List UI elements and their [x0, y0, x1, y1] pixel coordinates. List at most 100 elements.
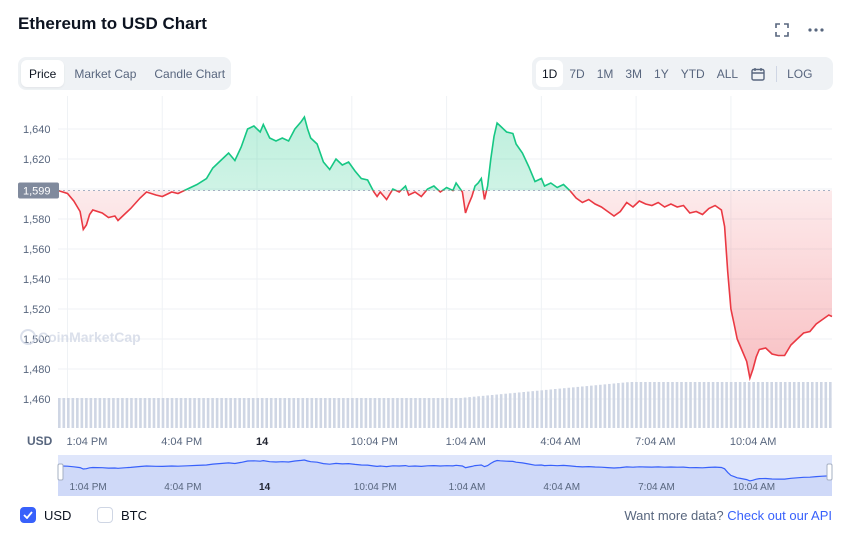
fullscreen-icon[interactable]	[772, 20, 792, 40]
volume-bar	[94, 398, 97, 428]
volume-bar	[346, 398, 350, 428]
volume-bar	[662, 382, 665, 428]
x-tick-label: 10:04 AM	[730, 436, 776, 448]
x-tick-label: 14	[256, 436, 269, 448]
tab-market-cap[interactable]: Market Cap	[74, 66, 137, 81]
volume-bar	[454, 398, 458, 428]
volume-bar	[472, 396, 476, 428]
price-area-up	[58, 117, 832, 191]
volume-bar	[152, 398, 156, 428]
volume-bar	[67, 398, 70, 428]
volume-bar	[418, 398, 422, 428]
navigator-tick-label: 10:04 PM	[354, 482, 397, 493]
volume-bar	[364, 398, 368, 428]
volume-bar	[630, 382, 634, 428]
volume-bar	[576, 386, 580, 428]
volume-bar	[788, 382, 792, 428]
volume-bar	[206, 398, 210, 428]
volume-bar	[229, 398, 232, 428]
volume-bar	[283, 398, 287, 428]
volume-bar	[233, 398, 237, 428]
x-tick-label: 1:04 PM	[66, 436, 107, 448]
volume-bar	[517, 392, 521, 428]
volume-bar	[148, 398, 151, 428]
volume-bar	[360, 398, 363, 428]
volume-bar	[292, 398, 296, 428]
range-all[interactable]: ALL	[716, 66, 739, 81]
y-tick-label: 1,480	[23, 364, 51, 376]
range-1m[interactable]: 1M	[596, 66, 614, 81]
calendar-icon[interactable]	[744, 60, 772, 87]
more-icon[interactable]	[806, 20, 826, 40]
volume-bar	[193, 398, 196, 428]
volume-bar	[698, 382, 701, 428]
volume-bar	[603, 384, 607, 428]
volume-bar	[761, 382, 764, 428]
volume-bar	[477, 396, 480, 428]
volume-bar	[382, 398, 386, 428]
volume-bar	[644, 382, 647, 428]
range-7d[interactable]: 7D	[569, 66, 585, 81]
volume-bar	[680, 382, 683, 428]
btc-checkbox[interactable]	[97, 507, 113, 523]
volume-bar	[76, 398, 79, 428]
navigator-tick-label: 7:04 AM	[638, 482, 675, 493]
log-toggle[interactable]: LOG	[787, 66, 813, 81]
volume-bar	[103, 398, 106, 428]
range-1d[interactable]: 1D	[536, 60, 564, 87]
tab-candle-chart[interactable]: Candle Chart	[154, 66, 226, 81]
volume-bar	[139, 398, 142, 428]
volume-bar	[116, 398, 120, 428]
volume-bar	[725, 382, 728, 428]
volume-bar	[504, 393, 507, 428]
volume-bar	[612, 383, 616, 428]
volume-bar	[770, 382, 773, 428]
volume-bar	[202, 398, 205, 428]
volume-bar	[436, 398, 440, 428]
volume-bar	[351, 398, 354, 428]
volume-bar	[184, 398, 187, 428]
volume-bar	[197, 398, 201, 428]
api-link[interactable]: Check out our API	[727, 508, 832, 523]
tab-price[interactable]: Price	[21, 60, 65, 87]
check-icon	[23, 511, 33, 519]
legend-btc[interactable]: BTC	[97, 507, 147, 523]
x-tick-label: 4:04 AM	[540, 436, 580, 448]
volume-bar	[373, 398, 377, 428]
navigator-handle-right[interactable]	[826, 463, 833, 481]
volume-bar	[337, 398, 341, 428]
navigator-handle-left[interactable]	[57, 463, 64, 481]
volume-bar	[639, 382, 643, 428]
volume-bar	[414, 398, 417, 428]
range-ytd[interactable]: YTD	[680, 66, 705, 81]
volume-bar	[490, 394, 494, 428]
api-promo: Want more data? Check out our API	[624, 508, 832, 523]
y-tick-label: 1,460	[23, 394, 51, 406]
volume-bar	[599, 384, 602, 428]
watermark-logo: CoinMarketCap	[38, 329, 141, 345]
volume-bar	[125, 398, 129, 428]
volume-bar	[522, 392, 526, 428]
volume-bar	[143, 398, 147, 428]
volume-bar	[310, 398, 314, 428]
volume-bar	[459, 397, 462, 428]
range-3m[interactable]: 3M	[625, 66, 643, 81]
volume-bar	[711, 382, 715, 428]
volume-bar	[734, 382, 737, 428]
volume-bar	[779, 382, 783, 428]
y-tick-label: 1,640	[23, 124, 51, 136]
volume-bar	[405, 398, 408, 428]
volume-bar	[666, 382, 670, 428]
volume-bar	[188, 398, 192, 428]
range-1y[interactable]: 1Y	[654, 66, 669, 81]
volume-bar	[594, 385, 598, 428]
x-tick-label: 10:04 PM	[351, 436, 398, 448]
range-navigator[interactable]: 1:04 PM 4:04 PM 14 10:04 PM 1:04 AM 4:04 AM 7:…	[57, 455, 833, 496]
volume-bar	[112, 398, 115, 428]
volume-bar	[278, 398, 282, 428]
usd-checkbox[interactable]	[20, 507, 36, 523]
volume-bar	[743, 382, 746, 428]
navigator-tick-label: 14	[259, 482, 271, 493]
legend-usd[interactable]: USD	[20, 507, 71, 523]
volume-bar	[567, 387, 571, 428]
